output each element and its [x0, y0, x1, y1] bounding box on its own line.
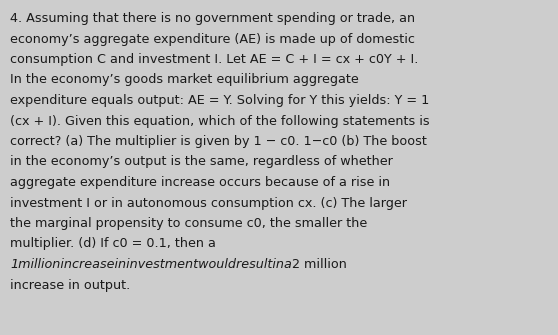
Text: 2 million: 2 million [292, 258, 347, 271]
Text: 4. Assuming that there is no government spending or trade, an: 4. Assuming that there is no government … [10, 12, 415, 25]
Text: aggregate expenditure increase occurs because of a rise in: aggregate expenditure increase occurs be… [10, 176, 390, 189]
Text: 1millionincreaseininvestmentwouldresultina: 1millionincreaseininvestmentwouldresulti… [10, 258, 292, 271]
Text: consumption C and investment I. Let AE = C + I = cx + c0Y + I.: consumption C and investment I. Let AE =… [10, 53, 418, 66]
Text: increase in output.: increase in output. [10, 278, 130, 291]
Text: investment I or in autonomous consumption cx. (c) The larger: investment I or in autonomous consumptio… [10, 197, 407, 209]
Text: economy’s aggregate expenditure (AE) is made up of domestic: economy’s aggregate expenditure (AE) is … [10, 32, 415, 46]
Text: (cx + I). Given this equation, which of the following statements is: (cx + I). Given this equation, which of … [10, 115, 430, 128]
Text: the marginal propensity to consume c0, the smaller the: the marginal propensity to consume c0, t… [10, 217, 367, 230]
Text: multiplier. (d) If c0 = 0.1, then a: multiplier. (d) If c0 = 0.1, then a [10, 238, 216, 251]
Text: expenditure equals output: AE = Y. Solving for Y this yields: Y = 1: expenditure equals output: AE = Y. Solvi… [10, 94, 429, 107]
Text: In the economy’s goods market equilibrium aggregate: In the economy’s goods market equilibriu… [10, 73, 359, 86]
Text: in the economy’s output is the same, regardless of whether: in the economy’s output is the same, reg… [10, 155, 393, 169]
Text: correct? (a) The multiplier is given by 1 − c0. 1−c0 (b) The boost: correct? (a) The multiplier is given by … [10, 135, 427, 148]
